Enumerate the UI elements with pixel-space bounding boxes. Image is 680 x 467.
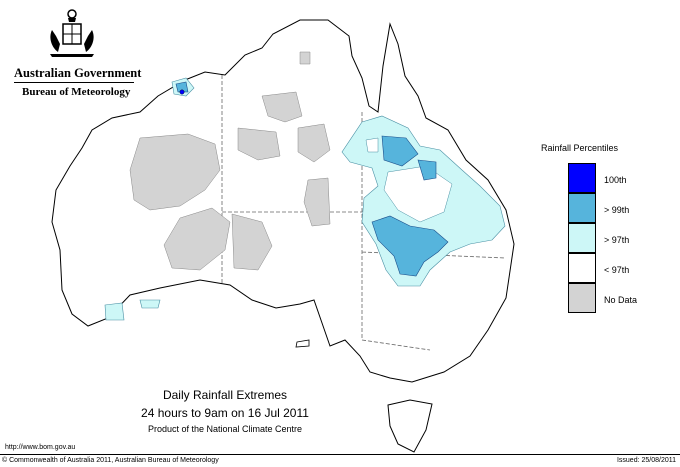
legend-swatch-97th [568, 223, 596, 253]
below-97-holes [365, 137, 453, 223]
legend-swatch-below-97th [568, 253, 596, 283]
legend-label-no-data: No Data [604, 295, 638, 305]
legend-swatch-99th [568, 193, 596, 223]
map-title: Daily Rainfall Extremes [162, 388, 288, 402]
header-rule [14, 82, 134, 83]
percentile-99-regions [175, 81, 449, 277]
legend-title: Rainfall Percentiles [541, 143, 619, 153]
legend-label-97th: > 97th [604, 235, 630, 245]
map-period: 24 hours to 9am on 16 Jul 2011 [141, 406, 309, 420]
legend-swatch-100th [568, 163, 596, 193]
issued-date: Issued: 25/08/2011 [616, 457, 676, 464]
legend-label-below-97th: < 97th [604, 265, 630, 275]
bom-url-link[interactable]: http://www.bom.gov.au [5, 444, 76, 451]
footer-rule [0, 454, 680, 455]
mainland-outline [51, 19, 515, 383]
legend-label-99th: > 99th [604, 205, 630, 215]
no-data-regions [129, 51, 331, 271]
bureau-label: Bureau of Meteorology [22, 86, 131, 98]
copyright-notice: © Commonwealth of Australia 2011, Austra… [2, 457, 219, 464]
tasmania-outline [387, 399, 433, 453]
legend-label-100th: 100th [604, 175, 627, 185]
government-label: Australian Government [14, 66, 142, 80]
map-product: Product of the National Climate Centre [147, 424, 303, 434]
state-borders [221, 75, 506, 351]
percentile-100-point [179, 89, 185, 95]
legend-swatch-no-data [568, 283, 596, 313]
coat-of-arms-icon [50, 9, 94, 57]
kangaroo-island [295, 339, 310, 348]
